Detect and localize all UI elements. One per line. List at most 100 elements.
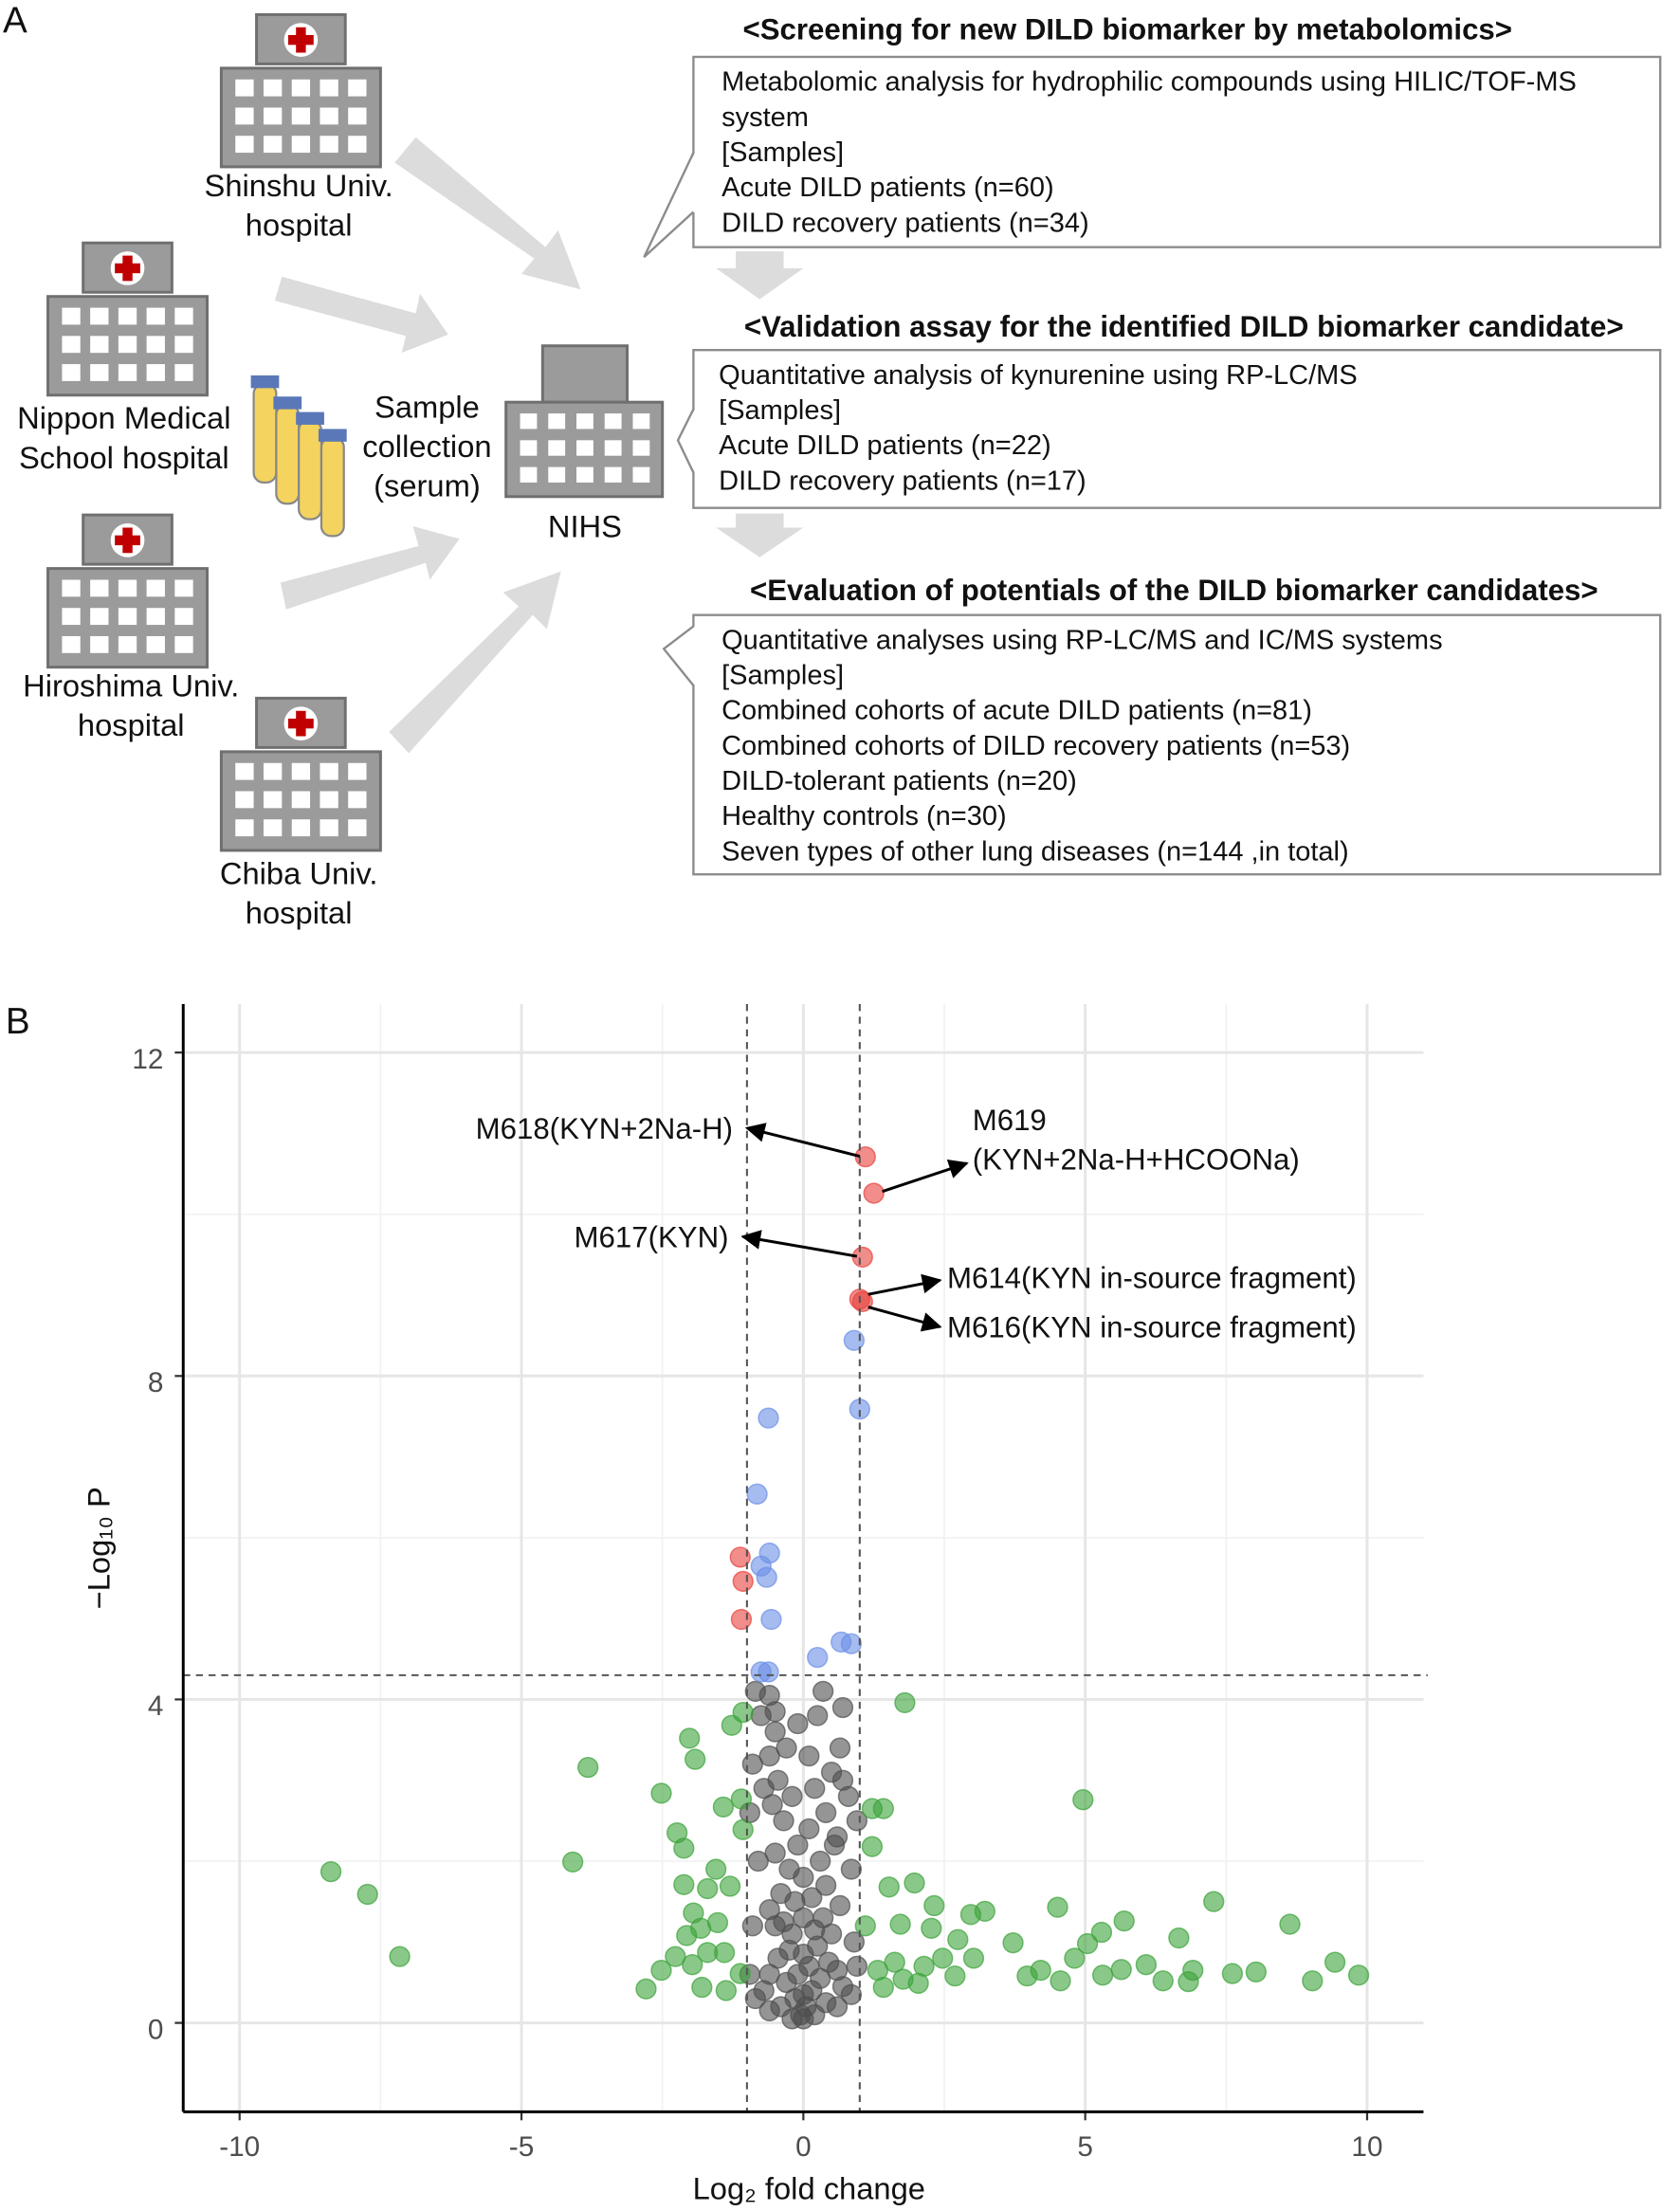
point	[962, 1947, 985, 1969]
point	[758, 1745, 780, 1767]
point	[840, 1983, 863, 2005]
point	[861, 1836, 884, 1857]
point	[732, 1818, 754, 1840]
point	[665, 1946, 686, 1967]
x-axis-title: Log₂ fold change	[693, 2170, 925, 2205]
point	[843, 1329, 866, 1351]
point	[389, 1946, 411, 1967]
point	[878, 1876, 900, 1898]
point	[1076, 1932, 1099, 1955]
hospital-label: Shinshu Univ.	[205, 168, 393, 203]
point	[747, 1850, 769, 1873]
annotation-arrow	[744, 1123, 861, 1158]
point	[829, 1894, 851, 1917]
annotation: (KYN+2Na-H+HCOONa)	[973, 1143, 1300, 1177]
x-tick-label: 5	[1077, 2131, 1093, 2163]
panel-label: A	[3, 1, 27, 42]
x-tick-label: 0	[795, 2131, 812, 2163]
point	[854, 1915, 876, 1937]
point	[732, 1570, 754, 1593]
point	[889, 1913, 911, 1935]
point	[770, 1882, 792, 1905]
point	[760, 1608, 782, 1631]
step-box	[692, 349, 1662, 509]
point	[781, 2008, 803, 2030]
point	[706, 1911, 729, 1933]
point	[837, 1785, 860, 1807]
hospital-icon	[219, 12, 382, 169]
step-line: Quantitative analysis of kynurenine usin…	[719, 359, 1358, 392]
step-line: Acute DILD patients (n=22)	[719, 429, 1051, 462]
step-line: Acute DILD patients (n=60)	[721, 172, 1054, 204]
point	[1091, 1964, 1114, 1986]
point	[944, 1964, 966, 1987]
annotation: M616(KYN in-source fragment)	[947, 1311, 1357, 1344]
point	[764, 1721, 786, 1743]
point	[1047, 1896, 1068, 1918]
sample-collection-label: (serum)	[374, 468, 481, 503]
point	[758, 1661, 779, 1683]
point	[829, 1737, 851, 1759]
point	[894, 1691, 916, 1714]
step-title: <Validation assay for the identified DIL…	[744, 310, 1624, 343]
annotation-arrow	[740, 1230, 858, 1258]
hospital-icon	[46, 513, 210, 669]
point	[1002, 1932, 1024, 1954]
point	[673, 1873, 695, 1895]
point	[787, 1712, 809, 1735]
point	[807, 1646, 829, 1669]
point	[1221, 1963, 1244, 1984]
hospital-icon	[46, 241, 210, 397]
point	[577, 1756, 599, 1779]
point	[846, 1955, 867, 1978]
step-line: Combined cohorts of DILD recovery patien…	[721, 730, 1351, 762]
point	[356, 1883, 378, 1906]
point	[1064, 1947, 1086, 1969]
step-text: Quantitative analyses using RP-LC/MS and…	[721, 625, 1442, 868]
point	[798, 1818, 820, 1840]
y-tick-label: 8	[148, 1367, 164, 1398]
step-line: DILD-tolerant patients (n=20)	[721, 765, 1077, 797]
point	[807, 1705, 829, 1727]
y-tick-label: 0	[148, 2014, 164, 2045]
point	[840, 1858, 863, 1880]
point	[820, 1923, 843, 1945]
point	[787, 1834, 809, 1856]
point	[947, 1928, 969, 1950]
point	[730, 1788, 753, 1810]
x-tick-label: 10	[1351, 2131, 1382, 2163]
point	[705, 1858, 727, 1880]
step-line: Metabolomic analysis for hydrophilic com…	[721, 66, 1577, 134]
step-line: Seven types of other lung diseases (n=14…	[721, 836, 1349, 868]
hospital-label: hospital	[246, 895, 353, 930]
point	[1113, 1910, 1135, 1932]
callout-tail	[678, 409, 695, 473]
point	[756, 1566, 777, 1588]
point	[697, 1877, 719, 1900]
point	[561, 1851, 584, 1873]
point	[1279, 1913, 1301, 1935]
point	[712, 1796, 735, 1818]
point	[826, 1826, 849, 1848]
point	[831, 1696, 854, 1719]
point	[764, 1842, 786, 1864]
point	[679, 1727, 701, 1749]
point	[1347, 1964, 1370, 1986]
point	[730, 1608, 753, 1631]
point	[685, 1748, 706, 1770]
point	[744, 1987, 766, 2010]
point	[776, 1737, 797, 1759]
point	[635, 1978, 657, 2000]
point	[1016, 1964, 1038, 1987]
point	[804, 1778, 826, 1800]
step-line: Combined cohorts of acute DILD patients …	[721, 695, 1312, 727]
point	[719, 1875, 741, 1897]
point	[741, 1753, 763, 1775]
y-tick-label: 12	[132, 1044, 163, 1075]
point	[872, 1976, 894, 1999]
point	[1324, 1951, 1346, 1973]
point	[810, 1850, 831, 1873]
point	[1152, 1970, 1174, 1992]
annotation: M614(KYN in-source fragment)	[947, 1262, 1357, 1295]
hospital-label: hospital	[246, 208, 353, 243]
